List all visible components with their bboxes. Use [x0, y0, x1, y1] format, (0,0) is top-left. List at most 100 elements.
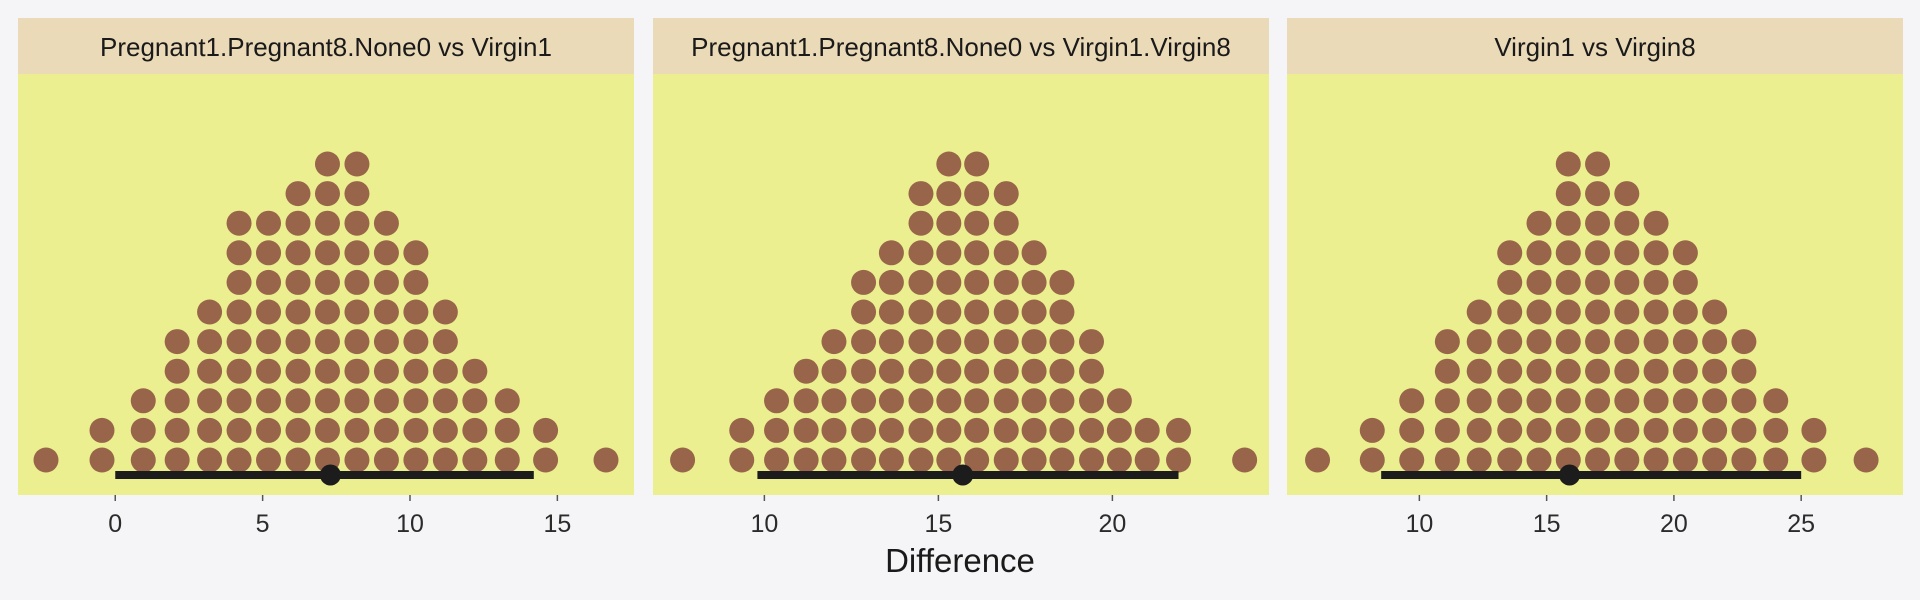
data-dot	[1497, 269, 1523, 295]
x-tick-label: 10	[1405, 510, 1433, 538]
data-dot	[1049, 417, 1075, 443]
x-tick-label: 10	[396, 510, 424, 538]
data-dot	[964, 151, 990, 177]
data-dot	[1643, 417, 1669, 443]
data-dot	[1466, 358, 1492, 384]
data-dot	[1305, 447, 1331, 473]
data-dot	[1555, 269, 1581, 295]
data-dot	[936, 181, 962, 207]
data-dot	[1359, 417, 1385, 443]
data-dot	[197, 358, 223, 384]
data-dot	[1466, 299, 1492, 325]
data-dot	[432, 358, 458, 384]
data-dot	[670, 447, 696, 473]
data-dot	[226, 388, 252, 414]
data-dot	[936, 210, 962, 236]
data-dot	[1526, 329, 1552, 355]
data-dot	[764, 417, 790, 443]
data-dot	[226, 447, 252, 473]
data-dot	[1585, 151, 1611, 177]
data-dot	[1643, 240, 1669, 266]
data-dot	[1672, 329, 1698, 355]
data-dot	[936, 269, 962, 295]
data-dot	[314, 181, 340, 207]
data-dot	[373, 299, 399, 325]
data-dot	[1497, 447, 1523, 473]
data-dot	[1585, 240, 1611, 266]
data-dot	[1399, 447, 1425, 473]
data-dot	[793, 447, 819, 473]
data-dot	[1614, 269, 1640, 295]
data-dot	[130, 417, 156, 443]
data-dot	[964, 329, 990, 355]
data-dot	[256, 269, 282, 295]
data-dot	[821, 388, 847, 414]
data-dot	[256, 210, 282, 236]
panels: Pregnant1.Pregnant8.None0 vs Virgin1 0 5 10…	[18, 18, 1903, 538]
data-dot	[1466, 417, 1492, 443]
point-estimate	[319, 464, 341, 486]
data-dot	[1801, 417, 1827, 443]
data-dot	[1555, 240, 1581, 266]
x-tick-label: 15	[1533, 510, 1561, 538]
data-dot	[1555, 151, 1581, 177]
data-dot	[964, 210, 990, 236]
data-dot	[89, 417, 115, 443]
data-dot	[1585, 210, 1611, 236]
data-dot	[462, 447, 488, 473]
panel-1: Pregnant1.Pregnant8.None0 vs Virgin1 0 5 10…	[18, 18, 634, 538]
data-dot	[1526, 299, 1552, 325]
data-dot	[1555, 181, 1581, 207]
data-dot	[1526, 210, 1552, 236]
data-dot	[851, 417, 877, 443]
data-dot	[1526, 447, 1552, 473]
data-dot	[462, 358, 488, 384]
data-dot	[851, 358, 877, 384]
data-dot	[1079, 358, 1105, 384]
data-dot	[908, 299, 934, 325]
data-dot	[1801, 447, 1827, 473]
data-dot	[993, 240, 1019, 266]
data-dot	[1049, 447, 1075, 473]
x-tick-label: 5	[256, 510, 270, 538]
data-dot	[1434, 329, 1460, 355]
data-dot	[344, 210, 370, 236]
data-dot	[908, 269, 934, 295]
data-dot	[1643, 447, 1669, 473]
data-dot	[344, 358, 370, 384]
data-dot	[1021, 299, 1047, 325]
data-dot	[1134, 447, 1160, 473]
data-dot	[793, 417, 819, 443]
data-dot	[821, 417, 847, 443]
data-dot	[936, 329, 962, 355]
point-estimate	[1559, 464, 1581, 486]
data-dot	[993, 417, 1019, 443]
data-dot	[964, 447, 990, 473]
data-dot	[344, 240, 370, 266]
data-dot	[197, 299, 223, 325]
data-dot	[851, 329, 877, 355]
data-dot	[1763, 447, 1789, 473]
data-dot	[1434, 388, 1460, 414]
data-dot	[1049, 388, 1075, 414]
data-dot	[1079, 417, 1105, 443]
data-dot	[729, 417, 755, 443]
data-dot	[373, 388, 399, 414]
data-dot	[851, 269, 877, 295]
data-dot	[1434, 417, 1460, 443]
data-dot	[256, 388, 282, 414]
data-dot	[936, 388, 962, 414]
data-dot	[936, 151, 962, 177]
data-dot	[226, 210, 252, 236]
data-dot	[432, 388, 458, 414]
data-dot	[878, 447, 904, 473]
data-dot	[1497, 329, 1523, 355]
data-dot	[533, 417, 559, 443]
data-dot	[285, 269, 311, 295]
data-dot	[285, 181, 311, 207]
data-dot	[908, 210, 934, 236]
data-dot	[878, 269, 904, 295]
data-dot	[533, 447, 559, 473]
data-dot	[403, 388, 429, 414]
data-dot	[1614, 299, 1640, 325]
